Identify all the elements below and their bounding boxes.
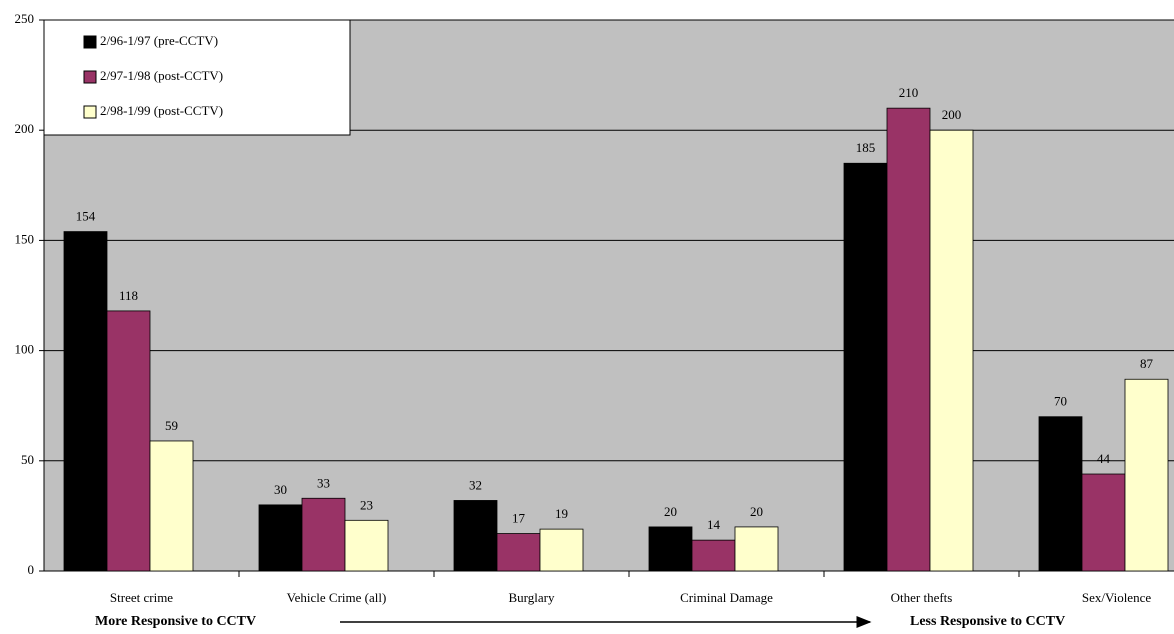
y-tick-label: 250 [15,11,35,26]
x-tick-label: Burglary [509,590,555,605]
value-label: 30 [274,482,287,497]
x-tick-label: Sex/Violence [1082,590,1151,605]
value-label: 200 [942,107,962,122]
legend-swatch [83,70,97,84]
bar [843,162,888,572]
value-label: 17 [512,511,526,526]
x-tick-label: Other thefts [891,590,953,605]
bar [344,519,389,572]
value-label: 70 [1054,394,1067,409]
value-label: 154 [76,209,96,224]
value-label: 20 [664,504,677,519]
value-label: 87 [1140,356,1154,371]
bar [453,500,498,572]
value-label: 59 [165,418,178,433]
value-label: 33 [317,475,330,490]
y-tick-label: 0 [28,562,35,577]
legend-label: 2/96-1/97 (pre-CCTV) [100,33,218,48]
bar [149,440,194,572]
bar [539,528,584,572]
bar [691,539,736,572]
value-label: 20 [750,504,763,519]
value-label: 19 [555,506,568,521]
bar [496,533,541,572]
bar [1038,416,1083,572]
value-label: 23 [360,497,373,512]
annotation: Less Responsive to CCTV [910,614,1065,629]
value-label: 118 [119,288,138,303]
legend-label: 2/98-1/99 (post-CCTV) [100,103,223,118]
value-label: 14 [707,517,721,532]
value-label: 44 [1097,451,1111,466]
y-tick-label: 150 [15,231,35,246]
x-tick-label: Criminal Damage [680,590,773,605]
annotation: More Responsive to CCTV [95,614,256,629]
bar [929,129,974,572]
bar [258,504,303,572]
bar [1124,378,1169,572]
value-label: 210 [899,85,919,100]
y-tick-label: 50 [21,452,34,467]
bar [106,310,151,572]
value-label: 185 [856,140,876,155]
y-tick-label: 100 [15,342,35,357]
value-label: 32 [469,477,482,492]
legend-label: 2/97-1/98 (post-CCTV) [100,68,223,83]
bar [886,107,931,572]
legend-swatch [83,35,97,49]
bar [301,497,346,572]
x-tick-label: Vehicle Crime (all) [287,590,387,605]
bar [63,231,108,572]
legend-swatch [83,105,97,119]
y-tick-label: 200 [15,121,35,136]
x-tick-label: Street crime [110,590,173,605]
bar [1081,473,1126,572]
bar [648,526,693,572]
bar [734,526,779,572]
